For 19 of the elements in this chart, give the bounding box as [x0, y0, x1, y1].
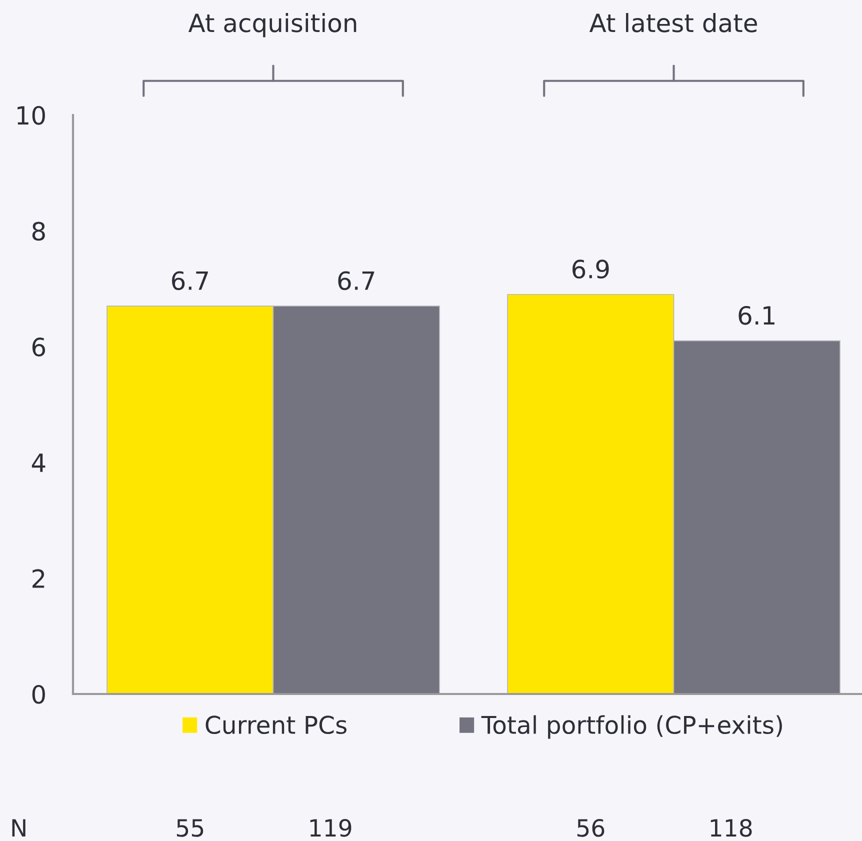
x-tick-label: At latest date: [589, 13, 757, 32]
text: 119: [310, 818, 352, 837]
data-label: 6.7: [172, 271, 208, 290]
y-tick-label: 4: [32, 454, 46, 472]
y-tick-label: 2: [32, 569, 44, 588]
text: N: [12, 819, 26, 837]
text: 56: [577, 818, 604, 837]
y-tick-label: 6: [32, 338, 46, 356]
y-tick-label: 8: [32, 222, 45, 241]
y-tick-label: 0: [32, 684, 45, 704]
legend-label: Current PCs: [206, 716, 347, 734]
text: 118: [710, 818, 752, 837]
legend-label: Total portfolio (CP+exits): [481, 715, 782, 739]
y-tick-label: 10: [18, 106, 45, 125]
text: 55: [176, 819, 204, 837]
x-tick-label: At acquisition: [188, 13, 356, 38]
data-label: 6.7: [338, 271, 374, 290]
data-label: 6.1: [738, 306, 774, 325]
data-label: 6.9: [572, 260, 609, 279]
